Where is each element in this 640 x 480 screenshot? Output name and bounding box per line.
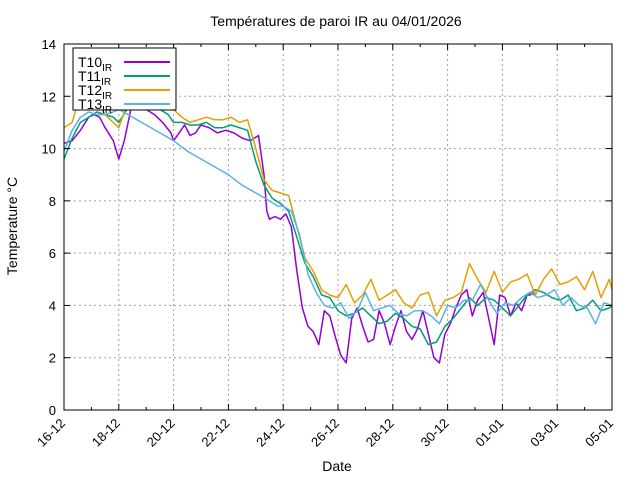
legend-series-subscript: IR: [102, 91, 112, 102]
legend-label-t13: T13IR: [78, 96, 112, 116]
grid: [64, 44, 612, 410]
y-tick-label: 8: [49, 194, 56, 209]
y-tick-label: 14: [42, 37, 56, 52]
legend-box: [72, 47, 177, 111]
series-line-t10: [63, 90, 536, 364]
legend-series-subscript: IR: [102, 105, 112, 116]
y-tick-label: 0: [49, 403, 56, 418]
series-line-t13: [63, 108, 613, 325]
legend-series-name: T12: [78, 82, 102, 98]
ticks: [63, 43, 613, 411]
legend-series-name: T10: [78, 54, 102, 70]
y-tick-label: 10: [42, 142, 56, 157]
legend-series-subscript: IR: [102, 63, 112, 74]
legend-label-t11: T11IR: [78, 68, 111, 88]
legend-series-subscript: IR: [101, 77, 111, 88]
series-layer: [63, 82, 613, 364]
legend-label-t10: T10IR: [78, 54, 112, 74]
x-axis-title: Date: [322, 458, 352, 474]
legend-series-name: T11: [78, 68, 101, 84]
y-tick-label: 12: [42, 89, 56, 104]
y-tick-label: 4: [49, 298, 56, 313]
legend-label-t12: T12IR: [78, 82, 112, 102]
y-tick-label: 6: [49, 246, 56, 261]
y-tick-label: 2: [49, 351, 56, 366]
legend-series-name: T13: [78, 96, 102, 112]
chart-title: Températures de paroi IR au 04/01/2026: [210, 13, 462, 29]
y-axis-title: Temperature °C: [4, 177, 20, 275]
